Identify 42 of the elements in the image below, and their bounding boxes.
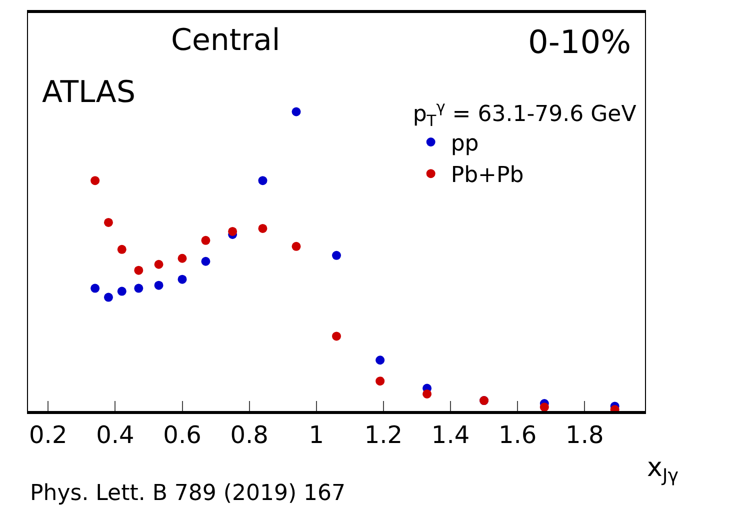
- point: [201, 236, 210, 245]
- text: Phys. Lett. B 789 (2019) 167: [30, 481, 346, 506]
- point: [201, 256, 210, 266]
- point: [332, 250, 341, 260]
- point: [292, 107, 301, 116]
- text: Central: [171, 23, 280, 58]
- point: [540, 402, 549, 411]
- legend-title: p$_{T}$$^{γ}$ = 63.1-79.6 GeV: [412, 98, 636, 130]
- legend-label: Pb+Pb: [450, 163, 524, 188]
- point: [134, 284, 144, 293]
- x-tick-label: 1.2: [364, 420, 403, 449]
- point: [90, 284, 100, 293]
- point: [332, 332, 341, 341]
- point: [90, 176, 100, 186]
- legend-label: pp: [450, 132, 479, 157]
- point: [292, 242, 301, 251]
- x-tick-label: 1: [308, 420, 324, 449]
- x-tick-label: 1.8: [566, 420, 604, 449]
- point: [376, 376, 385, 386]
- x-tick-label: 1.4: [431, 420, 470, 449]
- point: [376, 356, 385, 365]
- point: [258, 224, 268, 233]
- point: [178, 274, 187, 284]
- point: [178, 254, 187, 263]
- point: [104, 292, 113, 302]
- text: 0-10%: [528, 23, 632, 61]
- point: [117, 286, 126, 296]
- point: [154, 280, 164, 290]
- x-tick-label: 0.6: [163, 420, 202, 449]
- x-tick-label: 1.6: [498, 420, 537, 449]
- x-tick-label: 0.2: [29, 420, 68, 449]
- point: [228, 226, 238, 236]
- x-tick-label: 0.4: [96, 420, 134, 449]
- x-axis-title: x$_{Jγ}$: [647, 453, 679, 486]
- point: [258, 176, 268, 186]
- point: [104, 218, 113, 227]
- text: ATLAS: [42, 75, 136, 110]
- point: [117, 244, 126, 254]
- point: [134, 266, 144, 275]
- point: [422, 389, 432, 398]
- point: [154, 260, 164, 269]
- x-tick-label: 0.8: [230, 420, 268, 449]
